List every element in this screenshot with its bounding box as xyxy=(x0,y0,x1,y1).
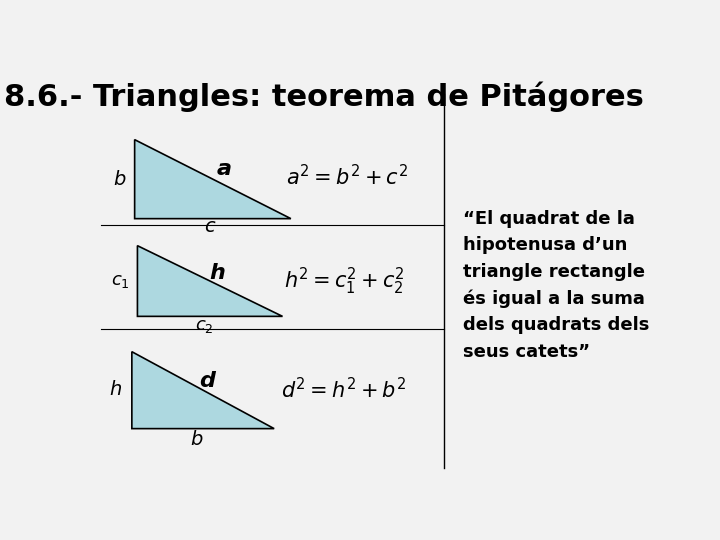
Text: $d^2 = h^2 + b^2$: $d^2 = h^2 + b^2$ xyxy=(282,377,407,402)
Text: c: c xyxy=(204,218,215,237)
Text: $h^2 = c_1^2 + c_2^2$: $h^2 = c_1^2 + c_2^2$ xyxy=(284,266,404,296)
Text: b: b xyxy=(190,430,202,449)
Polygon shape xyxy=(138,246,282,316)
Text: 8.6.- Triangles: teorema de Pitágores: 8.6.- Triangles: teorema de Pitágores xyxy=(4,82,644,112)
Text: $c_1$: $c_1$ xyxy=(111,272,130,290)
Text: $a^2 = b^2 + c^2$: $a^2 = b^2 + c^2$ xyxy=(286,165,408,190)
Text: b: b xyxy=(113,170,126,188)
Polygon shape xyxy=(135,140,291,219)
Text: $c_2$: $c_2$ xyxy=(195,317,214,335)
Text: a: a xyxy=(217,159,231,179)
Text: d: d xyxy=(199,371,215,391)
Polygon shape xyxy=(132,352,274,429)
Text: h: h xyxy=(210,262,225,283)
Text: h: h xyxy=(109,381,122,400)
Text: “El quadrat de la
hipotenusa d’un
triangle rectangle
és igual a la suma
dels qua: “El quadrat de la hipotenusa d’un triang… xyxy=(463,210,649,361)
